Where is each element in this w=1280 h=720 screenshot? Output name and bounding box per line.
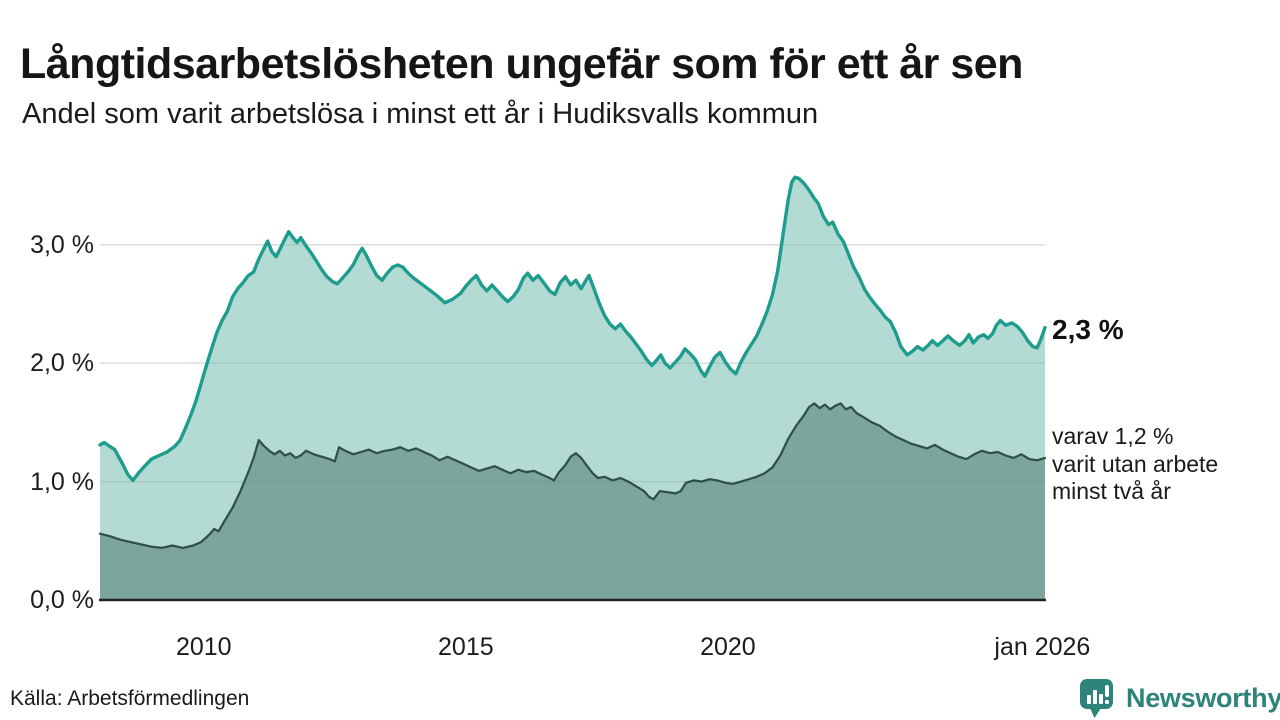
- x-tick-label: 2015: [438, 633, 494, 661]
- page-title: Långtidsarbetslösheten ungefär som för e…: [20, 39, 1023, 88]
- y-tick-label: 1,0 %: [30, 467, 94, 496]
- x-tick-label: 2020: [700, 633, 756, 661]
- y-tick-label: 0,0 %: [30, 586, 94, 614]
- y-tick-label: 3,0 %: [30, 230, 94, 259]
- x-tick-label: jan 2026: [994, 633, 1091, 661]
- newsworthy-pin-icon: [1078, 678, 1118, 719]
- chart-subtitle: Andel som varit arbetslösa i minst ett å…: [22, 98, 819, 130]
- brand-name: Newsworthy: [1126, 683, 1280, 713]
- latest-value-label: 2,3 %: [1052, 314, 1124, 345]
- secondary-annotation: varav 1,2 % varit utan arbete minst två …: [1052, 423, 1219, 504]
- x-tick-label: 2010: [175, 633, 232, 661]
- y-tick-label: 2,0 %: [30, 349, 94, 378]
- source-label: Källa: Arbetsförmedlingen: [10, 687, 250, 710]
- newsworthy-logo: Newsworthy: [1078, 678, 1280, 719]
